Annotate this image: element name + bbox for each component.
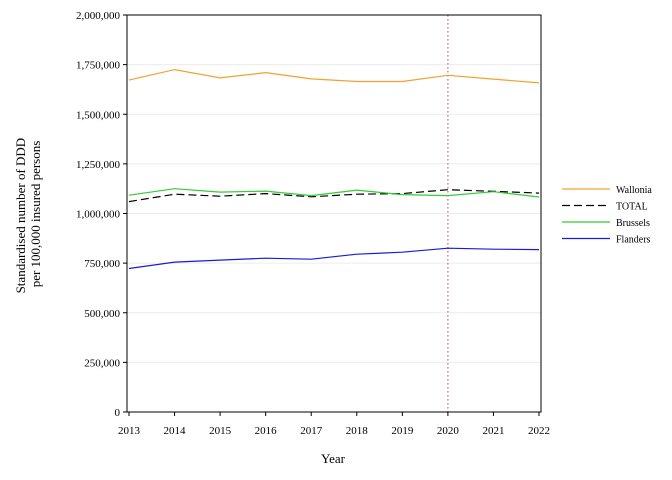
y-tick-label: 500,000: [84, 308, 120, 320]
y-axis-title-line-1: Standardised number of DDD: [13, 138, 28, 294]
y-tick-label: 1,000,000: [76, 209, 121, 221]
x-tick-label: 2018: [346, 425, 369, 437]
y-axis-title-line-2: per 100,000 insured persons: [28, 141, 43, 288]
x-tick-label: 2014: [164, 425, 187, 437]
legend-label: TOTAL: [616, 202, 648, 213]
legend: Wallonia TOTAL Brussels Flanders: [562, 185, 652, 246]
y-tick-label: 750,000: [84, 258, 120, 270]
y-tick-label: 1,750,000: [76, 60, 121, 72]
y-tick-label: 1,500,000: [76, 109, 121, 121]
x-tick-label: 2019: [391, 425, 414, 437]
x-tick-label: 2016: [255, 425, 278, 437]
y-tick-label: 250,000: [84, 357, 120, 369]
x-tick-label: 2022: [528, 425, 550, 437]
series-line-flanders: [128, 247, 540, 270]
y-axis-title: Standardised number of DDD per 100,000 i…: [13, 135, 43, 294]
x-tick-label: 2017: [300, 425, 323, 437]
x-tick-label: 2013: [118, 425, 141, 437]
gridlines: [127, 64, 541, 363]
legend-label: Wallonia: [616, 185, 652, 196]
x-axis: 2013 2014 2015 2016 2017 2018 2019 2020 2021 2022: [118, 412, 550, 437]
series-line-total: [128, 189, 540, 203]
series-line-wallonia: [128, 68, 540, 84]
y-tick-label: 0: [115, 407, 121, 419]
y-tick-label: 1,250,000: [76, 159, 121, 171]
series-line-brussels: [128, 188, 540, 198]
x-tick-label: 2021: [482, 425, 504, 437]
x-tick-label: 2015: [209, 425, 232, 437]
y-tick-label: 2,000,000: [76, 10, 121, 22]
y-axis: 0 250,000 500,000 750,000 1,000,000 1,250,000…: [76, 10, 127, 419]
x-axis-title: Year: [321, 451, 346, 466]
legend-label: Flanders: [616, 235, 651, 246]
series-lines: [128, 68, 540, 270]
x-tick-label: 2020: [437, 425, 460, 437]
legend-label: Brussels: [616, 218, 650, 229]
